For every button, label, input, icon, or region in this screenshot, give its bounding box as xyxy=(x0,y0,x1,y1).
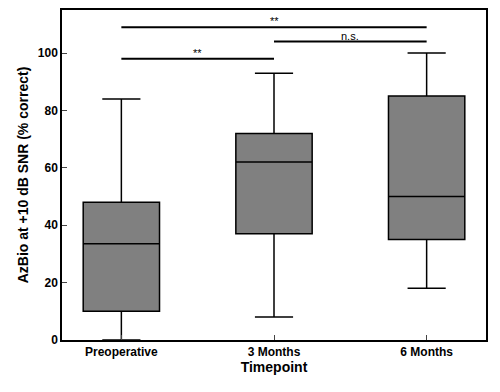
svg-text:20: 20 xyxy=(44,276,58,290)
svg-text:3 Months: 3 Months xyxy=(248,345,301,359)
svg-text:**: ** xyxy=(193,47,202,59)
svg-text:Timepoint: Timepoint xyxy=(241,359,308,375)
svg-text:6 Months: 6 Months xyxy=(400,345,453,359)
svg-text:40: 40 xyxy=(44,218,58,232)
svg-text:100: 100 xyxy=(38,46,58,60)
svg-text:0: 0 xyxy=(51,333,58,347)
svg-text:Preoperative: Preoperative xyxy=(85,345,158,359)
svg-text:n.s.: n.s. xyxy=(341,30,359,42)
svg-text:60: 60 xyxy=(44,161,58,175)
svg-text:**: ** xyxy=(270,15,279,27)
svg-text:AzBio at +10 dB SNR (% correct: AzBio at +10 dB SNR (% correct) xyxy=(15,67,31,284)
svg-text:80: 80 xyxy=(44,104,58,118)
